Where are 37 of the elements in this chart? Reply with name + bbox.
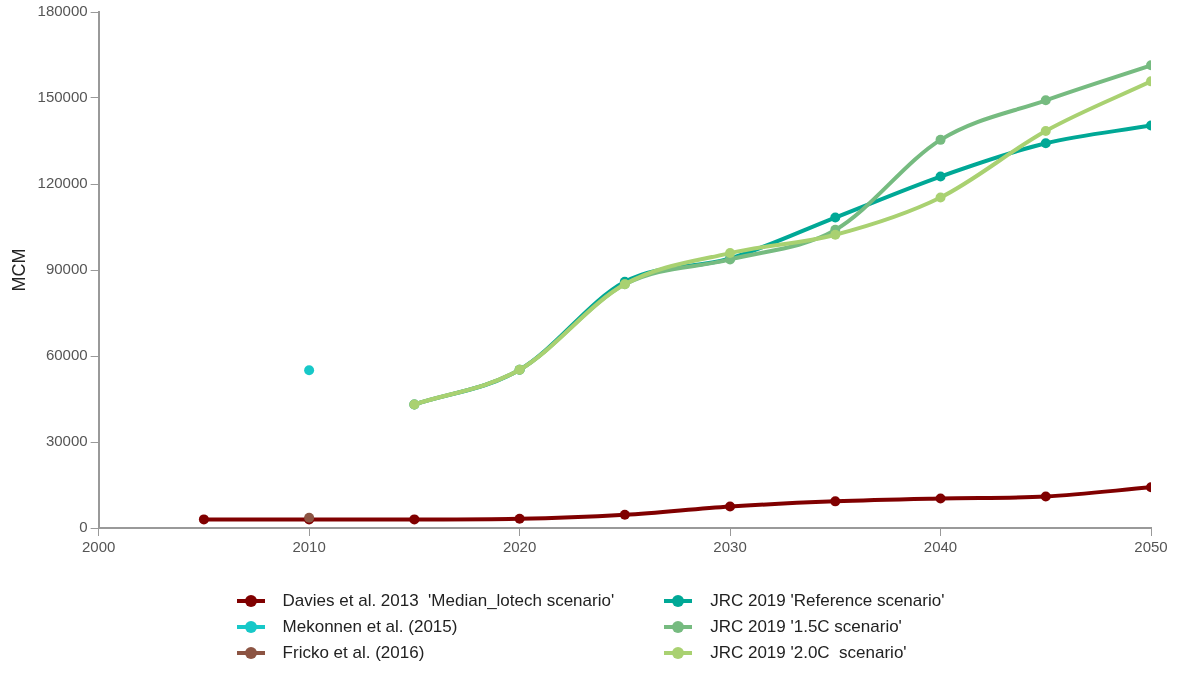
- point: [514, 513, 525, 524]
- point: [1040, 95, 1051, 106]
- y-tick-label: 90000: [45, 260, 88, 278]
- point: [935, 134, 946, 145]
- legend-label: JRC 2019 '2.0C scenario': [710, 643, 907, 663]
- point: [1040, 125, 1051, 136]
- y-tick-label: 0: [79, 518, 88, 536]
- point: [409, 514, 420, 525]
- legend-label: JRC 2019 'Reference scenario': [710, 591, 945, 611]
- point: [1040, 138, 1051, 149]
- x-tick-label: 2010: [292, 538, 326, 556]
- y-tick-label: 150000: [37, 88, 88, 106]
- point: [830, 212, 841, 223]
- legend-label: Fricko et al. (2016): [282, 643, 425, 663]
- legend-label: Davies et al. 2013 'Median_lotech scenario': [282, 591, 615, 611]
- point: [1040, 491, 1051, 502]
- point: [830, 229, 841, 240]
- y-tick-label: 180000: [37, 2, 88, 20]
- point: [725, 501, 736, 512]
- y-tick-label: 60000: [45, 346, 88, 364]
- x-tick-label: 2030: [713, 538, 747, 556]
- y-axis-title: MCM: [8, 248, 29, 292]
- y-tick-label: 30000: [45, 432, 88, 450]
- legend-label: JRC 2019 '1.5C scenario': [710, 617, 902, 637]
- x-tick-label: 2020: [502, 538, 537, 556]
- x-tick-label: 2040: [923, 538, 958, 556]
- point: [198, 514, 209, 525]
- y-tick-label: 120000: [37, 174, 88, 192]
- point: [725, 248, 736, 259]
- point: [619, 509, 630, 520]
- legend-label: Mekonnen et al. (2015): [282, 617, 458, 637]
- x-tick-label: 2000: [81, 538, 116, 556]
- point: [935, 171, 946, 182]
- point: [935, 493, 946, 504]
- x-tick-label: 2050: [1134, 538, 1168, 556]
- point: [830, 496, 841, 507]
- point: [935, 192, 946, 203]
